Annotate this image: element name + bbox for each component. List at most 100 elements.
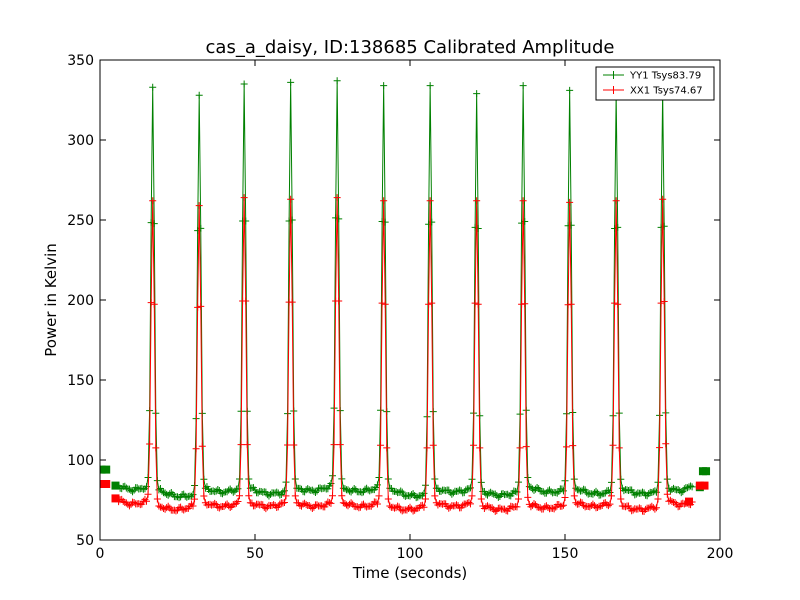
legend-entry-xx1: XX1 Tsys74.67 [603,86,703,97]
data-point [375,492,383,500]
data-point [341,485,349,493]
data-point [346,487,354,495]
data-point [234,485,242,493]
plot-frame [99,59,721,541]
data-point [564,301,572,309]
data-point [251,486,259,494]
data-point [195,91,203,99]
data-point [553,489,561,497]
data-point [358,489,366,497]
data-point [194,303,202,311]
data-point [225,502,233,510]
data-point [659,195,667,203]
data-point [189,502,197,510]
data-point [158,487,166,495]
data-point [434,484,442,492]
data-point [287,195,295,203]
data-point [377,441,385,449]
data-point [522,443,530,451]
data-point [581,486,589,494]
data-point [200,492,208,500]
data-point [521,300,529,308]
data-point [236,492,243,500]
data-point [166,490,174,498]
square-marker [685,497,693,506]
data-point [153,495,161,503]
legend-label-xx1: XX1 Tsys74.67 [630,86,703,97]
data-point [406,503,414,511]
data-point [544,487,552,495]
data-point [521,218,529,226]
data-point [288,216,296,224]
y-tick-label: 200 [67,293,94,309]
data-point [425,300,433,308]
data-point [519,197,527,205]
data-point [423,444,431,452]
data-point [291,492,299,500]
data-point [280,487,288,495]
data-point [197,302,205,310]
data-point [262,505,270,513]
data-point [408,491,416,499]
data-point [570,492,578,500]
data-point [651,505,659,513]
data-point [302,501,310,509]
data-point [431,492,439,500]
data-point [494,493,502,501]
data-point [243,441,251,449]
y-tick-label: 50 [76,533,94,549]
data-point [488,504,496,512]
data-point [518,219,526,227]
data-point [418,491,426,499]
data-point [327,499,335,507]
data-point [428,299,436,307]
data-point [420,489,428,497]
data-point [670,484,677,492]
data-point [267,490,274,498]
data-point [426,197,434,205]
data-point [442,487,450,495]
data-point [192,445,200,453]
data-point [654,495,662,503]
data-point [330,441,338,449]
data-point [608,492,615,500]
data-point [198,442,206,450]
data-point [384,495,392,503]
data-point [164,502,172,510]
data-point [648,502,656,510]
data-point [449,489,457,497]
data-point [533,483,541,491]
data-point [544,503,552,511]
data-point [242,297,250,305]
data-point [578,487,586,495]
data-point [635,504,643,512]
data-point [674,485,682,493]
data-point [214,486,222,494]
data-point [175,504,183,512]
data-point [566,198,574,206]
data-point [448,490,456,498]
data-point [350,485,358,493]
data-point [397,487,405,495]
data-point [580,485,588,493]
data-point [363,503,371,511]
data-point [129,488,137,496]
data-point [639,488,646,496]
data-point [135,500,143,508]
y-tick-label: 250 [67,213,94,229]
data-point [487,488,495,496]
data-point [484,491,491,499]
data-point [263,503,271,511]
data-point [558,502,566,510]
data-point [459,501,467,509]
legend-label-yy1: YY1 Tsys83.79 [629,71,701,82]
data-point [426,82,434,90]
data-point [335,215,343,223]
data-point [279,499,287,507]
data-point [687,482,695,490]
data-point [305,501,313,509]
data-point [287,78,295,86]
data-point [632,490,640,498]
data-point [597,502,605,510]
data-point [285,217,293,225]
